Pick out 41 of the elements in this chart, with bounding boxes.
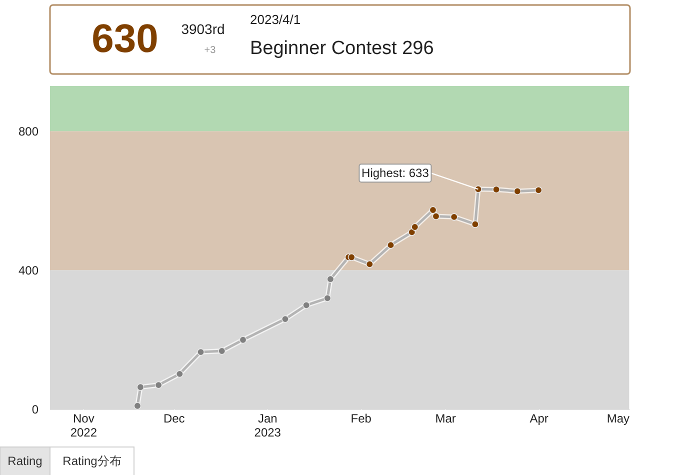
point — [514, 187, 522, 195]
x-tick-label: Dec — [163, 412, 185, 426]
annotation: Highest: 633 — [362, 166, 430, 180]
point — [411, 223, 419, 231]
x-tick-label: Apr — [530, 412, 548, 426]
y-tick-label: 800 — [18, 124, 39, 139]
point — [197, 348, 205, 356]
text: 2023/4/1 — [250, 12, 301, 27]
point — [534, 186, 542, 194]
y-tick-label: 0 — [32, 402, 39, 416]
point — [302, 301, 310, 309]
y-tick-label: 400 — [18, 264, 39, 278]
x-tick-label: Nov 2022 — [70, 412, 98, 440]
point — [432, 212, 440, 220]
point — [176, 370, 184, 378]
point — [387, 241, 395, 249]
text: Rating分布 — [62, 454, 122, 468]
point — [239, 336, 247, 344]
x-tick-label: Feb — [350, 412, 372, 426]
point — [281, 315, 289, 323]
x-tick-label: May — [606, 412, 630, 426]
point — [450, 213, 458, 221]
text: +3 — [204, 45, 216, 56]
point — [429, 206, 437, 214]
point — [136, 383, 144, 391]
text: Beginner Contest 296 — [250, 38, 434, 59]
point — [134, 402, 142, 410]
text: 630 — [92, 17, 158, 61]
x-tick-label: Jan 2023 — [254, 412, 282, 440]
x-tick-label: Mar — [435, 412, 456, 426]
text: Rating — [8, 454, 42, 468]
point — [366, 260, 374, 268]
text: 3903rd — [181, 21, 225, 37]
point — [218, 347, 226, 355]
point — [324, 294, 332, 302]
point — [471, 220, 479, 228]
point — [348, 253, 356, 261]
point — [492, 186, 500, 194]
point — [154, 381, 162, 389]
point — [408, 228, 416, 236]
point — [326, 275, 334, 283]
